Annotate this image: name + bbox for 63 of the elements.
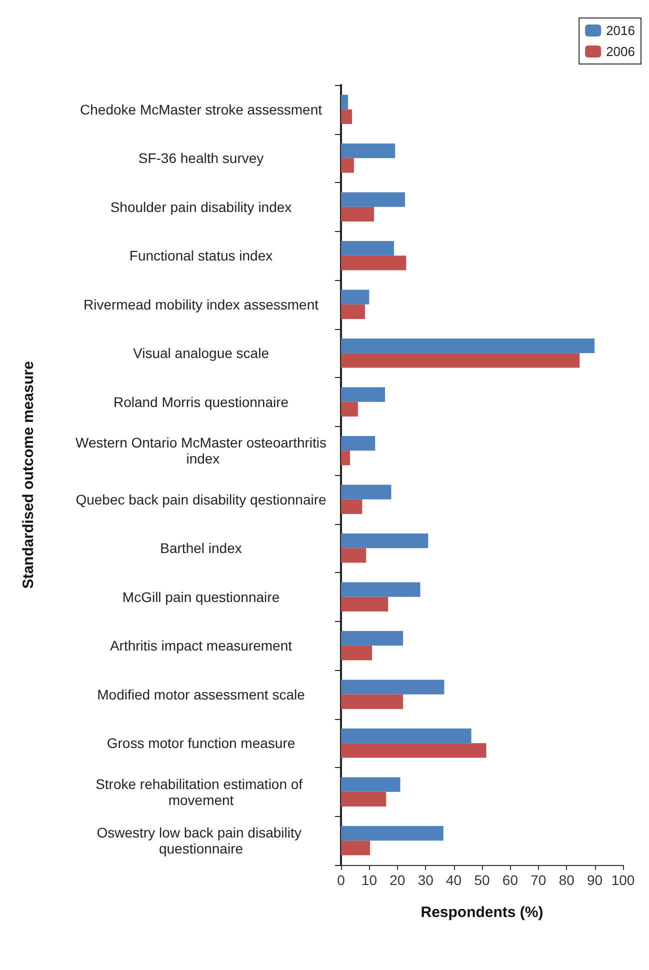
bar: [341, 548, 366, 563]
y-axis-title: Standardised outcome measure: [20, 361, 37, 589]
bar: [341, 256, 406, 270]
legend-label: 2006: [606, 44, 635, 59]
y-tick-label: Roland Morris questionnaire: [113, 394, 289, 410]
bar: [341, 840, 370, 856]
bar: [341, 694, 404, 709]
bar: [341, 596, 388, 612]
y-tick-label: Barthel index: [160, 540, 242, 556]
x-tick-label: 70: [530, 872, 546, 888]
bar: [341, 144, 396, 158]
y-tick-label: Rivermead mobility index assessment: [84, 296, 319, 312]
bar: [341, 631, 404, 646]
y-tick-label: Gross motor function measure: [106, 735, 296, 752]
bar: [341, 353, 580, 368]
bar: [341, 582, 420, 597]
legend-label: 2016: [606, 23, 635, 38]
bar: [341, 158, 354, 173]
bar: [341, 192, 406, 207]
bar: [341, 94, 348, 110]
bar: [341, 241, 394, 256]
y-tick-label: McGill pain questionnaire: [122, 588, 280, 605]
x-tick-label: 50: [474, 872, 490, 888]
bar: [341, 304, 365, 319]
bar: [341, 109, 352, 124]
bar: [341, 792, 386, 806]
bar: [341, 402, 358, 416]
y-tick-label: Shoulder pain disability index: [110, 198, 292, 215]
x-tick-label: 10: [361, 872, 378, 888]
bar: [341, 728, 472, 744]
x-tick-label: 20: [390, 872, 406, 888]
bar: [341, 450, 350, 466]
bar: [341, 436, 376, 451]
x-axis-title: Respondents (%): [420, 904, 544, 921]
y-tick-label: Arthritis impact measurement: [110, 638, 292, 654]
y-tick-label: Western Ontario McMaster osteoarthritis index: [75, 434, 327, 467]
y-tick-label: Functional status index: [129, 248, 273, 264]
y-tick-label: Chedoke McMaster stroke assessment: [80, 101, 322, 118]
bar: [341, 290, 370, 304]
x-tick-label: 30: [418, 872, 434, 888]
bar: [341, 338, 595, 354]
y-tick-label: Oswestry low back pain disability questionnaire: [96, 824, 306, 857]
x-tick-label: 100: [611, 872, 635, 888]
bar: [341, 534, 428, 548]
bar: [341, 680, 444, 694]
x-tick-label: 0: [337, 872, 346, 888]
y-tick-label: Stroke rehabilitation estimation of movement: [96, 776, 306, 808]
bar: [341, 206, 374, 222]
x-tick-label: 90: [587, 872, 603, 888]
x-tick-label: 80: [558, 872, 575, 888]
x-tick-label: 40: [446, 872, 462, 888]
bar: [341, 484, 392, 500]
bar: [341, 777, 400, 792]
y-tick-label: SF-36 health survey: [138, 150, 264, 166]
bar: [341, 387, 385, 402]
bar: [341, 826, 444, 841]
y-tick-label: Quebec back pain disability qestionnaire: [76, 491, 327, 508]
bar: [341, 499, 362, 514]
y-tick-label: Modified motor assessment scale: [97, 686, 306, 702]
bar: [341, 646, 372, 660]
bar: [341, 743, 486, 758]
y-tick-label: Visual analogue scale: [133, 345, 270, 362]
x-tick-label: 60: [502, 872, 518, 888]
